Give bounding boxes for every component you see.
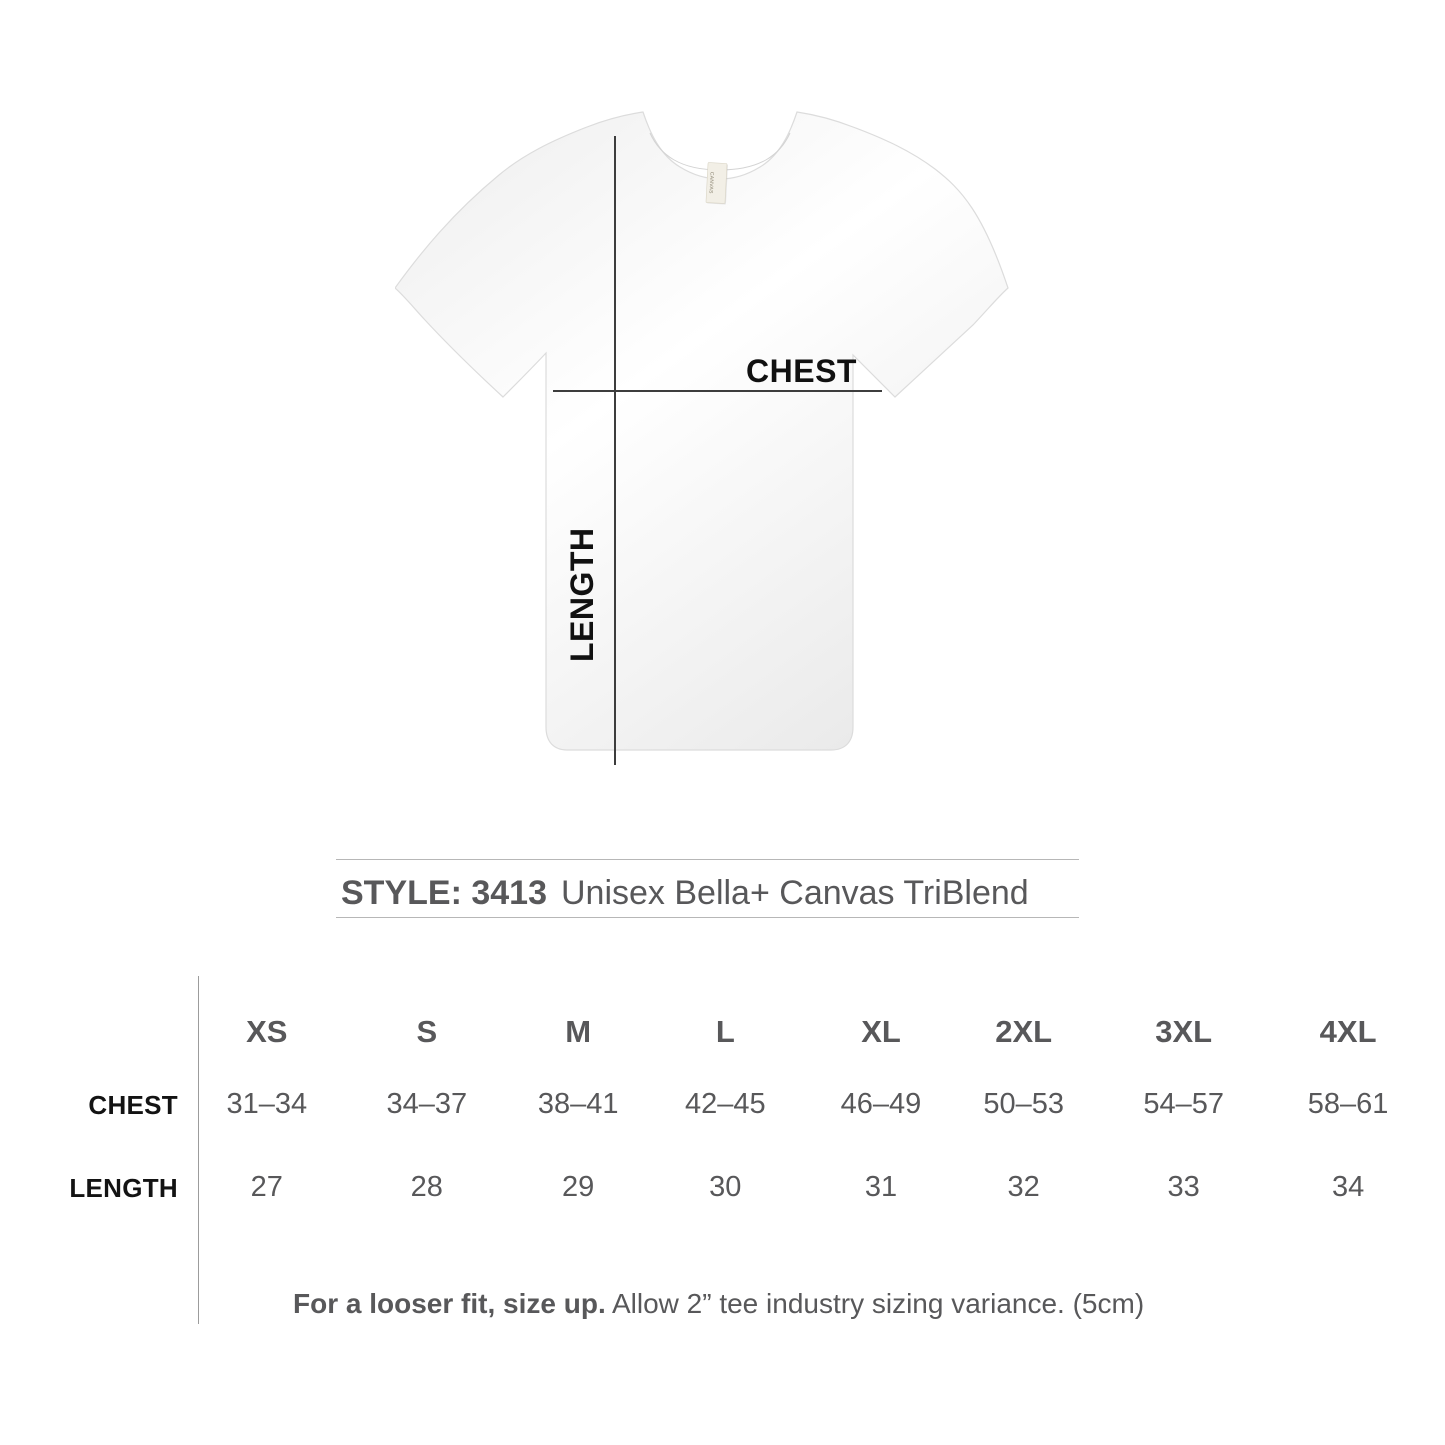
- svg-text:CANVAS: CANVAS: [707, 172, 714, 195]
